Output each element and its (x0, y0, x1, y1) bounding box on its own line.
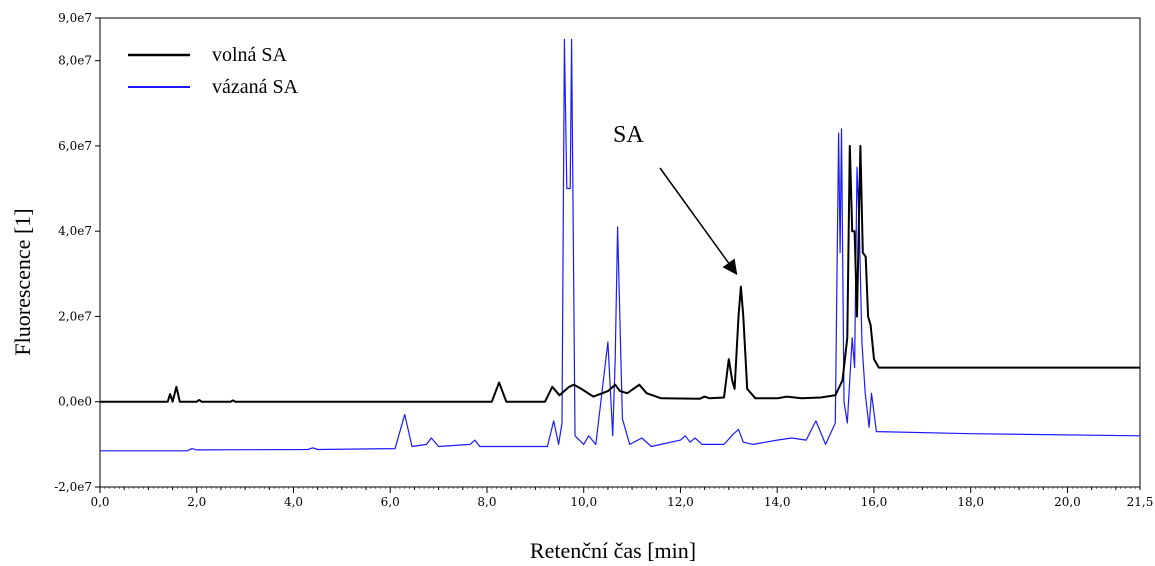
x-tick-label: 2,0 (187, 495, 206, 509)
annotation-arrow (659, 167, 738, 276)
y-tick-label: 0,0e0 (58, 395, 92, 409)
x-tick-label: 16,0 (861, 495, 888, 509)
x-tick-label: 12,0 (667, 495, 694, 509)
x-tick-label: 20,0 (1054, 495, 1081, 509)
annotation-label: SA (613, 122, 644, 148)
x-tick-label: 8,0 (477, 495, 496, 509)
series-line-volná-sa (100, 144, 1140, 403)
plot-frame (99, 17, 1141, 488)
y-axis-title: Fluorescence [1] (10, 208, 35, 355)
x-tick-label: 14,0 (764, 495, 791, 509)
legend-label: vázaná SA (212, 76, 299, 98)
y-tick-label: 2,0e7 (58, 309, 92, 323)
y-tick-label: 9,0e7 (58, 11, 92, 25)
series-line-vázaná-sa (100, 38, 1141, 452)
x-tick-label: 21,5 (1127, 495, 1154, 509)
x-tick-label: 0,0 (90, 495, 109, 509)
x-tick-label: 10,0 (570, 495, 597, 509)
x-tick-label: 4,0 (284, 495, 303, 509)
x-axis-title: Retenční čas [min] (530, 538, 696, 563)
y-tick-label: 6,0e7 (58, 139, 92, 153)
y-tick-label: -2,0e7 (54, 480, 92, 494)
legend-label: volná SA (212, 44, 288, 66)
y-tick-label: 4,0e7 (58, 224, 92, 238)
y-tick-label: 8,0e7 (58, 54, 92, 68)
x-tick-label: 6,0 (381, 495, 400, 509)
x-tick-label: 18,0 (957, 495, 984, 509)
